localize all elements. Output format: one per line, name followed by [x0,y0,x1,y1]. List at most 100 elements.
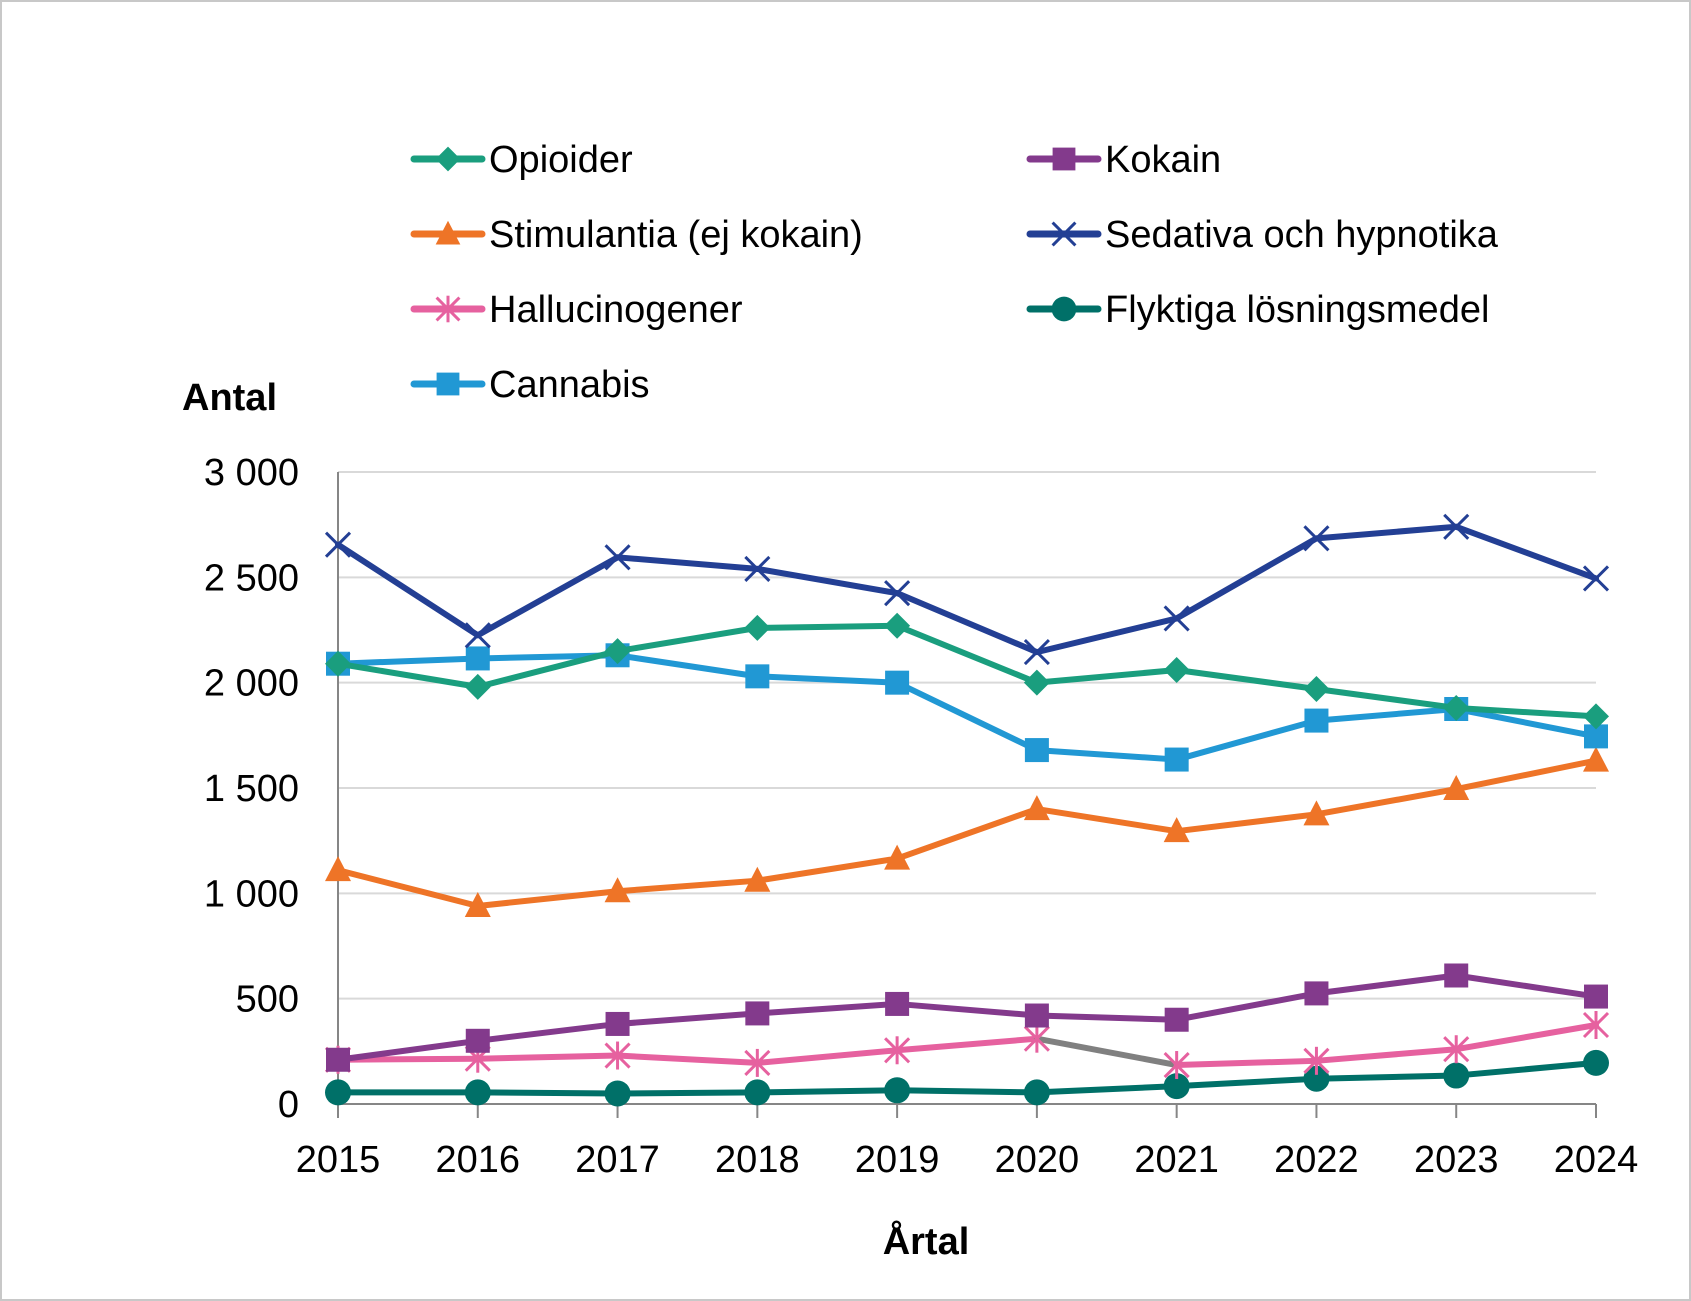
series-segment [614,1089,761,1097]
x-marker [604,544,631,571]
y-tick-label: 3 000 [204,452,299,494]
x-tick-label: 2021 [1134,1139,1219,1181]
legend-label: Sedativa och hypnotika [1105,214,1499,256]
series-segment [1453,706,1599,740]
y-tick-label: 1 500 [204,768,299,810]
series-segment [894,590,1040,656]
circle-marker [1163,1073,1190,1100]
square-marker [885,670,910,695]
asterisk-marker [744,1048,771,1077]
circle-marker [1023,1079,1050,1106]
y-tick-label: 500 [236,979,299,1021]
series-segment [754,1047,901,1066]
x-tick-label: 2020 [995,1139,1080,1181]
circle-marker [1303,1065,1330,1092]
square-marker [1024,738,1049,763]
series-segment [614,877,761,895]
series-segment [1033,1012,1180,1023]
series-segment [474,888,621,909]
x-marker-stroke [744,555,771,582]
square-marker [885,991,910,1016]
x-marker [1443,513,1470,540]
asterisk-marker [1582,1011,1610,1039]
series-segment [754,1000,901,1017]
x-marker [1051,221,1077,247]
diamond-marker [464,673,491,700]
circle-marker [1583,1049,1609,1076]
series-segment [1033,806,1180,835]
diamond-marker [1583,703,1609,730]
legend-item: Stimulantia (ej kokain) [410,214,863,256]
series-opioider [325,612,1609,730]
diamond-marker [1163,657,1190,684]
circle-marker [604,1080,631,1107]
series-segment [1453,1059,1599,1079]
y-tick-label: 2 000 [204,663,299,705]
series-segment [1313,786,1460,818]
x-marker [1163,605,1190,632]
series-kokain [326,963,1608,1072]
x-tick-label: 2017 [575,1139,660,1181]
x-marker-stroke [324,531,352,558]
series-hallucinogener [324,1011,1610,1080]
triangle-marker [744,866,771,892]
x-marker-stroke [604,544,631,571]
series-segment [474,648,621,690]
series-segment [894,622,1040,686]
x-marker [1023,639,1050,666]
legend-label: Kokain [1105,139,1221,181]
asterisk-marker [884,1036,911,1065]
x-tick-label: 2019 [855,1139,940,1181]
legend-label: Cannabis [489,364,650,406]
x-marker-stroke [464,622,491,649]
series-segment [614,652,761,680]
series-segment [894,806,1040,862]
x-marker-stroke [1023,639,1050,666]
circle-marker [884,1077,911,1104]
series-segment [474,1052,621,1062]
triangle-marker [884,844,911,870]
x-marker-stroke [884,580,911,607]
circle-marker [1443,1062,1470,1089]
series-segment [1033,747,1180,763]
series-segment [754,622,901,631]
series-segment [474,1020,621,1044]
series-segment [1033,1035,1180,1069]
diamond-marker [884,612,911,639]
series-flyktiga-lösningsmedel [325,1049,1609,1107]
series-sedativa-och-hypnotika [324,513,1610,666]
square-marker [1164,747,1189,772]
square-marker [1444,963,1469,988]
legend-item: Opioider [410,139,633,181]
square-marker [1304,981,1329,1006]
x-marker [1303,525,1330,552]
series-segment [1173,1057,1320,1069]
series-segment [894,679,1040,754]
diamond-marker [1023,669,1050,696]
square-marker [1052,147,1076,171]
square-marker [605,1011,630,1036]
x-marker [464,622,491,649]
square-marker [1024,1003,1049,1028]
series-segment [1173,535,1320,622]
diamond-marker [325,650,351,677]
series-cannabis [326,643,1608,772]
y-tick-label: 1 000 [204,873,299,915]
series-segment [894,1035,1040,1054]
series-segment [1453,1022,1599,1053]
x-marker-stroke [1051,221,1077,247]
series-segment [335,867,481,909]
square-marker [436,372,460,396]
square-marker [745,664,770,689]
asterisk-marker [604,1041,631,1070]
diamond-marker [744,614,771,641]
series-segment [754,673,901,686]
legend-label: Stimulantia (ej kokain) [489,214,863,256]
series-segment [754,565,901,597]
x-marker [1582,565,1610,592]
triangle-marker [1443,775,1470,801]
x-marker-stroke [1303,525,1330,552]
square-marker [1584,984,1608,1009]
